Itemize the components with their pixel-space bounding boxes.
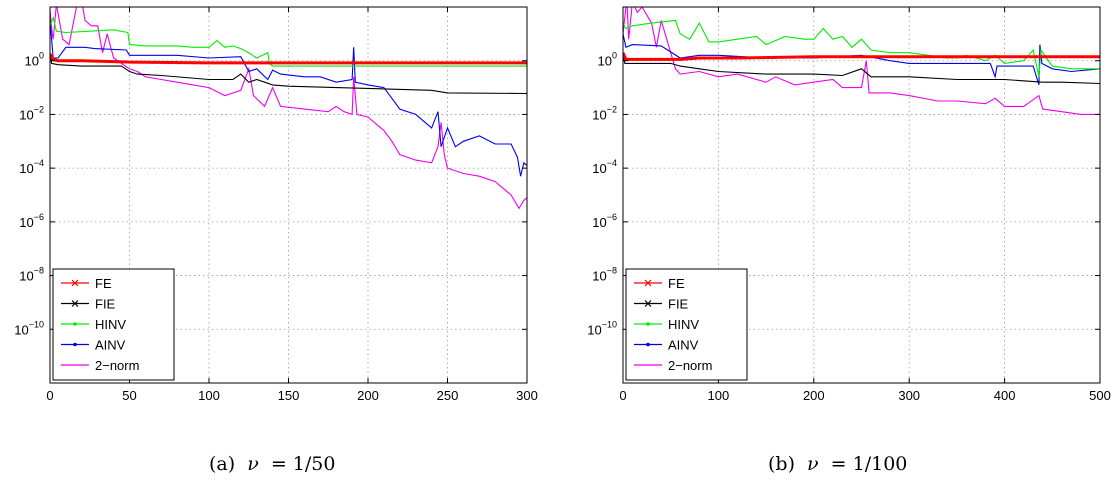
caption-a-prefix: (a)	[209, 453, 235, 475]
series-line-2-norm	[50, 7, 527, 210]
caption-a-value: = 1/50	[271, 453, 336, 475]
x-tick-label: 300	[516, 388, 538, 403]
chart-a: 0 50 100 150 200 250 300 100 10−2 10−4 10−6 10−8 10−…	[14, 6, 538, 403]
series-line-ainv	[50, 20, 527, 177]
legend-marker-ainv	[646, 342, 650, 347]
x-tick-label: 100	[708, 388, 730, 403]
series-line-fie	[623, 55, 1100, 85]
legend-marker-ainv	[73, 342, 77, 347]
legend-label-2-norm: 2−norm	[668, 358, 712, 373]
y-tick-label: 100	[598, 51, 617, 69]
x-tick-label: 300	[898, 388, 920, 403]
legend-label-hinv: HINV	[95, 317, 126, 332]
caption-a-var: ν	[247, 453, 259, 475]
x-tick-label: 50	[122, 388, 136, 403]
x-tick-label: 200	[803, 388, 825, 403]
y-tick-label: 100	[25, 51, 44, 69]
y-tick-label: 10−2	[19, 104, 44, 122]
legend-marker-fe	[71, 279, 79, 287]
chart-b: 0 100 200 300 400 500 100 10−2 10−4 10−6 10−8 10−10…	[587, 6, 1111, 403]
y-tick-label: 10−6	[19, 212, 44, 230]
legend-label-fe: FE	[668, 276, 685, 291]
legend-label-ainv: AINV	[95, 338, 126, 353]
legend-marker-fie	[71, 300, 79, 307]
x-tick-label: 100	[198, 388, 220, 403]
caption-b-prefix: (b)	[768, 453, 795, 475]
y-tick-label: 10−10	[14, 319, 44, 337]
x-tick-label: 400	[994, 388, 1016, 403]
series-line-hinv	[623, 19, 1100, 77]
legend-marker-hinv	[73, 322, 77, 326]
y-tick-label: 10−6	[592, 212, 617, 230]
x-tick-label: 150	[278, 388, 300, 403]
legend: FE FIE HINV AINV 2−norm	[52, 268, 175, 381]
caption-a: (a) ν = 1/50	[209, 453, 335, 475]
series-line-ainv	[623, 33, 1100, 86]
legend-marker-fe	[644, 279, 652, 287]
legend-marker-hinv	[646, 322, 650, 326]
legend-label-ainv: AINV	[668, 338, 699, 353]
y-tick-label: 10−4	[592, 158, 617, 176]
legend-marker-fie	[644, 300, 652, 307]
x-tick-label: 250	[437, 388, 459, 403]
series-line-fe	[623, 52, 1100, 61]
legend-label-2-norm: 2−norm	[95, 358, 139, 373]
caption-b-var: ν	[807, 453, 819, 475]
y-tick-label: 10−10	[587, 319, 617, 337]
y-tick-label: 10−2	[592, 104, 617, 122]
y-tick-label: 10−8	[592, 266, 617, 284]
series-line-fe	[50, 53, 527, 65]
legend-label-fe: FE	[95, 276, 112, 291]
legend-label-hinv: HINV	[668, 317, 699, 332]
y-tick-label: 10−4	[19, 158, 44, 176]
x-tick-label: 0	[46, 388, 53, 403]
y-tick-label: 10−8	[19, 266, 44, 284]
x-tick-label: 0	[619, 388, 626, 403]
axes-frame	[622, 6, 1101, 384]
legend-label-fie: FIE	[95, 297, 116, 312]
x-tick-label: 500	[1089, 388, 1111, 403]
x-tick-label: 200	[357, 388, 379, 403]
legend: FE FIE HINV AINV 2−norm	[625, 268, 748, 381]
caption-b-value: = 1/100	[831, 453, 908, 475]
legend-label-fie: FIE	[668, 297, 689, 312]
series-line-fie	[50, 52, 527, 95]
caption-b: (b) ν = 1/100	[768, 453, 907, 475]
